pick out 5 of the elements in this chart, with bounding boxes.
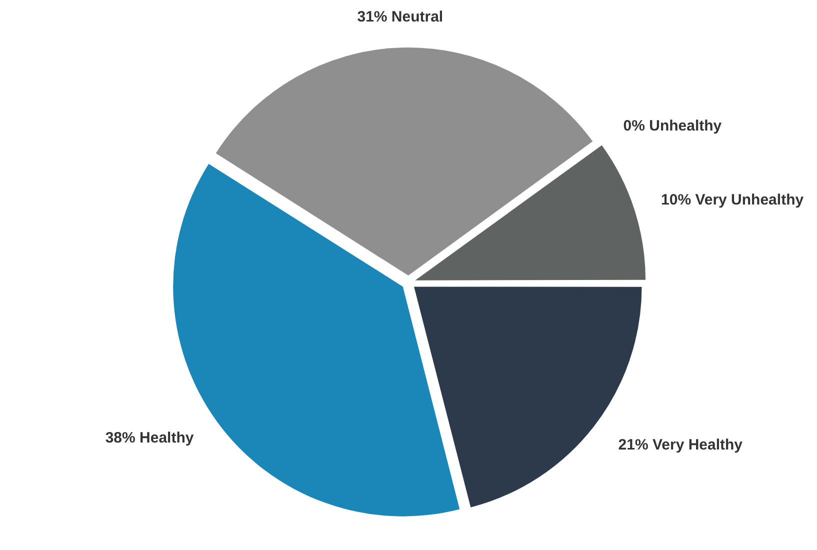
text: 0% Unhealthy [623,118,722,135]
slice-label: 38% Healthy [105,430,194,447]
slice-label: 10% Very Unhealthy [661,192,804,209]
slice-label: 31% Neutral [357,8,444,26]
slice-label: 21% Very Healthy [618,436,744,454]
